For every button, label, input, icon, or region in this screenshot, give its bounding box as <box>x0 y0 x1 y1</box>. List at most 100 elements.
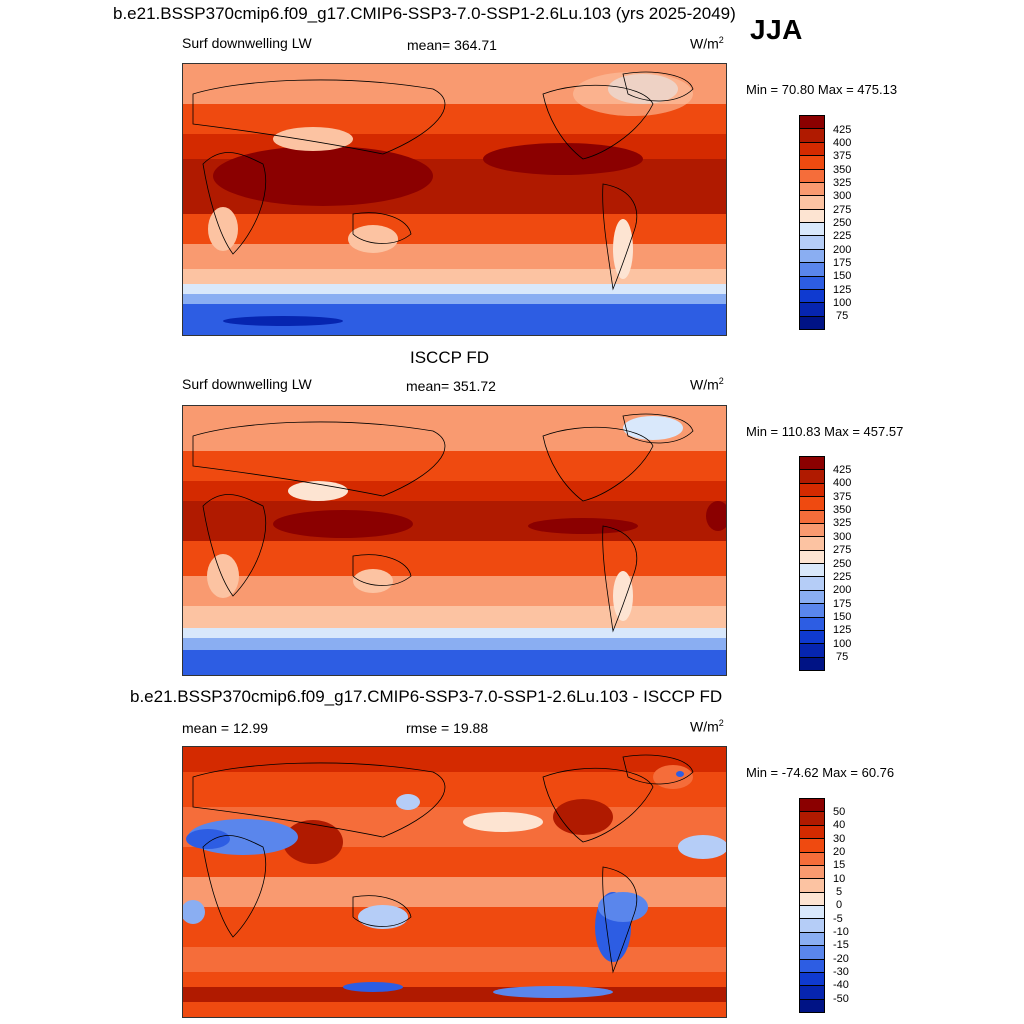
panel2-colorbar-box <box>800 644 824 658</box>
panel3-map <box>182 746 727 1018</box>
panel2-colorbar <box>799 456 825 671</box>
panel3-colorbar-box <box>800 812 824 826</box>
panel3-cbar-tick: -10 <box>833 926 849 938</box>
panel1-cbar-tick: 375 <box>833 150 852 162</box>
panel3-colorbar-box <box>800 946 824 960</box>
panel2-cbar-tick: 250 <box>833 558 852 570</box>
panel1-cbar-tick: 125 <box>833 284 852 296</box>
panel3-colorbar-box <box>800 999 824 1012</box>
panel3-colorbar <box>799 798 825 1013</box>
panel1-colorbar-box <box>800 263 824 277</box>
panel1-cbar-tick: 350 <box>833 164 852 176</box>
panel1-colorbar-box <box>800 276 824 290</box>
panel3-colorbar-box <box>800 865 824 880</box>
season-label: JJA <box>750 14 803 45</box>
panel1-colorbar-box <box>800 316 824 329</box>
panel2-cbar-tick: 350 <box>833 504 852 516</box>
panel3-minmax: Min = -74.62 Max = 60.76 <box>746 765 895 780</box>
panel2-colorbar-box <box>800 564 824 578</box>
panel2-minmax: Min = 110.83 Max = 457.57 <box>746 424 904 439</box>
panel2-colorbar-box <box>800 457 824 471</box>
panel2-colorbar-box <box>800 483 824 498</box>
panel1-cbar-tick: 400 <box>833 137 852 149</box>
panel3-colorbar-box <box>800 839 824 853</box>
panel2-left-label: Surf downwelling LW <box>182 376 312 392</box>
panel2-cbar-tick: 300 <box>833 531 852 543</box>
panel3-cbar-tick: -15 <box>833 939 849 951</box>
panel1-colorbar-box <box>800 169 824 183</box>
panel1-cbar-tick: 225 <box>833 230 852 242</box>
panel2-colorbar-box <box>800 577 824 591</box>
panel3-colorbar-box <box>800 972 824 987</box>
panel2-map-field <box>183 406 726 675</box>
panel1-minmax: Min = 70.80 Max = 475.13 <box>746 82 898 97</box>
panel2-cbar-tick: 175 <box>833 598 852 610</box>
panel3-units: W/m2 <box>690 718 724 735</box>
panel3-colorbar-box <box>800 799 824 813</box>
panel3-colorbar-box <box>800 986 824 1000</box>
panel1-colorbar-box <box>800 182 824 197</box>
panel2-cbar-tick: 100 <box>833 638 852 650</box>
panel1-mean: mean= 364.71 <box>407 37 497 53</box>
panel2-title: ISCCP FD <box>410 348 490 367</box>
panel3-cbar-tick: -30 <box>833 966 849 978</box>
panel1-colorbar-box <box>800 223 824 237</box>
panel3-colorbar-box <box>800 879 824 893</box>
panel1-cbar-tick: 150 <box>833 270 852 282</box>
panel3-cbar-tick: 50 <box>833 806 846 818</box>
panel2-cbar-tick: 150 <box>833 611 852 623</box>
panel1-colorbar-box <box>800 303 824 317</box>
panel1-cbar-tick: 425 <box>833 124 852 136</box>
panel2-cbar-tick: 275 <box>833 544 852 556</box>
panel2-colorbar-box <box>800 617 824 631</box>
panel3-colorbar-box <box>800 852 824 866</box>
panel3-title: b.e21.BSSP370cmip6.f09_g17.CMIP6-SSP3-7.… <box>130 687 723 706</box>
panel1-colorbar-box <box>800 249 824 264</box>
panel1-cbar-tick: 100 <box>833 297 852 309</box>
panel1-cbar-tick: 325 <box>833 177 852 189</box>
panel1-left-label: Surf downwelling LW <box>182 35 312 51</box>
panel1-units: W/m2 <box>690 35 724 52</box>
panel2-cbar-tick: 325 <box>833 517 852 529</box>
panel2-cbar-tick: 75 <box>836 651 849 663</box>
panel3-colorbar-box <box>800 932 824 947</box>
panel3-colorbar-box <box>800 906 824 920</box>
panel2-cbar-tick: 425 <box>833 464 852 476</box>
panel2-colorbar-box <box>800 497 824 511</box>
panel2-colorbar-box <box>800 510 824 524</box>
panel3-mean: mean = 12.99 <box>182 720 269 736</box>
panel1-colorbar-box <box>800 236 824 250</box>
panel1-title: b.e21.BSSP370cmip6.f09_g17.CMIP6-SSP3-7.… <box>113 4 736 23</box>
panel3-cbar-tick: 15 <box>833 859 846 871</box>
panel3-cbar-tick: -40 <box>833 979 849 991</box>
panel3-colorbar-box <box>800 919 824 933</box>
panel1-map <box>182 63 727 336</box>
panel3-cbar-tick: 30 <box>833 833 846 845</box>
panel2-cbar-tick: 400 <box>833 477 852 489</box>
panel2-colorbar-box <box>800 537 824 551</box>
panel2-colorbar-box <box>800 590 824 605</box>
panel3-cbar-tick: 0 <box>836 899 843 911</box>
panel3-cbar-tick: -50 <box>833 993 849 1005</box>
panel3-cbar-tick: -20 <box>833 953 849 965</box>
panel2-colorbar-box <box>800 523 824 538</box>
panel1-colorbar-box <box>800 156 824 170</box>
panel1-cbar-tick: 300 <box>833 190 852 202</box>
panel1-colorbar-box <box>800 142 824 157</box>
panel1-cbar-tick: 200 <box>833 244 852 256</box>
panel3-cbar-tick: -5 <box>833 913 843 925</box>
panel1-colorbar <box>799 115 825 330</box>
panel3-cbar-tick: 5 <box>836 886 843 898</box>
panel2-cbar-tick: 125 <box>833 624 852 636</box>
panel3-colorbar-box <box>800 959 824 973</box>
panel3-cbar-tick: 10 <box>833 873 846 885</box>
panel1-cbar-tick: 250 <box>833 217 852 229</box>
panel1-colorbar-box <box>800 196 824 210</box>
panel2-colorbar-box <box>800 550 824 564</box>
panel2-colorbar-box <box>800 604 824 618</box>
panel3-colorbar-box <box>800 892 824 906</box>
panel1-colorbar-box <box>800 129 824 143</box>
panel3-map-field <box>183 747 726 1017</box>
panel1-colorbar-box <box>800 209 824 223</box>
panel2-mean: mean= 351.72 <box>406 378 496 394</box>
